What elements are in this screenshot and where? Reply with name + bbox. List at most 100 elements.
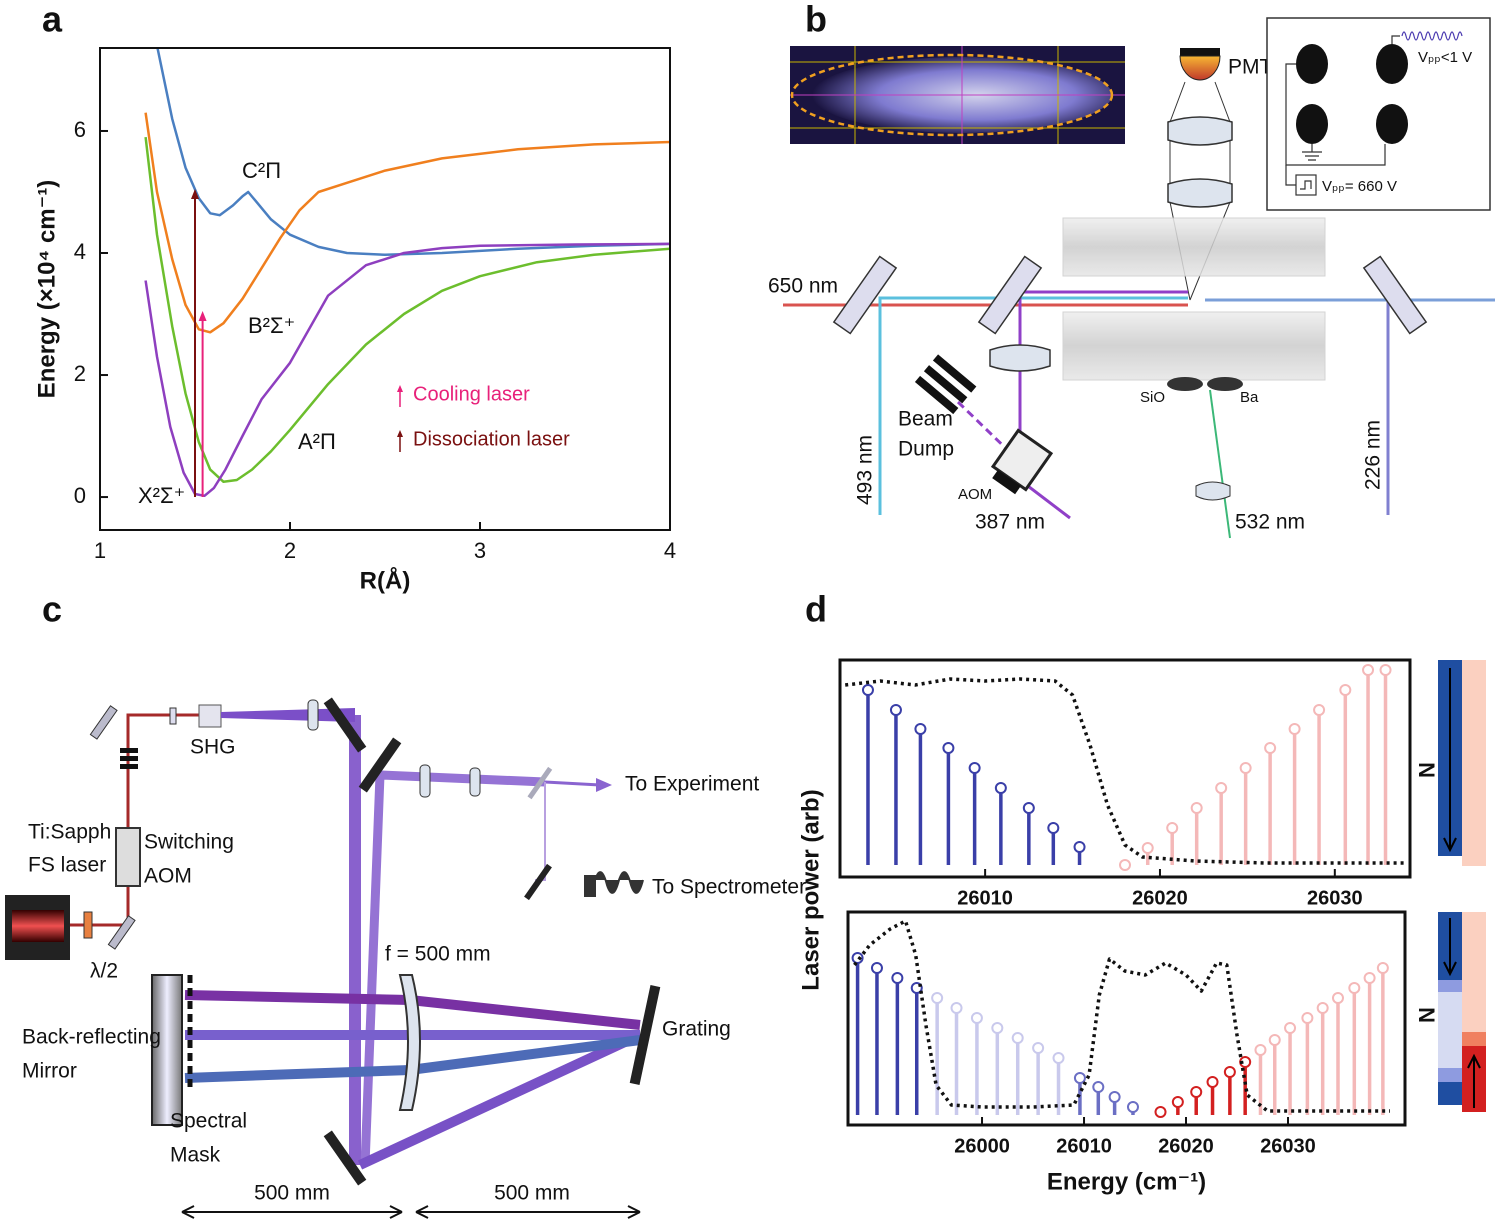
stem-head xyxy=(1284,1022,1297,1034)
panel-label: d xyxy=(805,589,827,630)
shape xyxy=(1296,104,1328,144)
curve xyxy=(144,242,670,498)
side-label: N xyxy=(1414,1007,1439,1023)
stem-head xyxy=(1126,1101,1139,1113)
curve xyxy=(156,48,670,257)
shape xyxy=(1376,44,1408,84)
beam-dump xyxy=(914,354,977,415)
curve xyxy=(144,136,670,484)
stem-head xyxy=(931,992,944,1004)
dc-voltage: Vₚₚ= 660 V xyxy=(1322,178,1397,195)
stem-head xyxy=(1119,859,1131,871)
shape xyxy=(1391,35,1400,44)
shape xyxy=(120,764,138,769)
stem-head xyxy=(1190,1086,1203,1098)
lenses xyxy=(307,699,481,798)
stem-head xyxy=(994,782,1007,794)
oven-sio xyxy=(1167,377,1203,391)
lens xyxy=(398,974,421,1111)
shape xyxy=(923,365,968,404)
shape xyxy=(1438,980,1462,992)
beam-label: 387 nm xyxy=(975,511,1045,534)
x-tick-label: 2 xyxy=(284,538,296,563)
stem-head xyxy=(1032,1042,1045,1054)
sh-beam xyxy=(221,708,355,722)
stem-head xyxy=(1288,723,1301,735)
panel-label: a xyxy=(42,0,63,40)
y-tick-label: 6 xyxy=(74,117,86,142)
shape xyxy=(1462,660,1486,866)
chart: 26000 26010 26020 26030 Energy (cm⁻¹) N xyxy=(846,910,1439,1195)
grating-label: Grating xyxy=(662,1018,731,1041)
stem-head xyxy=(1154,1106,1167,1118)
stem-head xyxy=(970,1012,983,1024)
chart: 1 2 3 4 0 2 4 6 R(Å) Energy (×10⁴ cm⁻¹) C²Π B²Σ⁺ A²Π… xyxy=(33,47,676,594)
trap-rod xyxy=(1062,311,1326,381)
arrow-head xyxy=(198,310,207,321)
stem-head xyxy=(1313,704,1326,716)
stem-head xyxy=(1011,1032,1024,1044)
curve-label: C²Π xyxy=(242,158,281,183)
stem-head xyxy=(1215,782,1228,794)
panel-label: b xyxy=(805,0,827,40)
oven-label: SiO xyxy=(1140,389,1165,406)
x-axis-label: R(Å) xyxy=(360,566,411,594)
y-axis-label: Energy (×10⁴ cm⁻¹) xyxy=(33,180,60,399)
stem-head xyxy=(1047,822,1060,834)
shape xyxy=(469,767,481,797)
distance-label: 500 mm xyxy=(254,1182,330,1205)
shape xyxy=(1296,44,1328,84)
beam-label: 226 nm xyxy=(1362,420,1385,490)
to-experiment-beam xyxy=(544,780,601,787)
aom-label: AOM xyxy=(144,865,192,888)
distance-label: 500 mm xyxy=(494,1182,570,1205)
shape xyxy=(1167,178,1233,208)
shape xyxy=(878,296,1188,515)
plot-frame xyxy=(99,47,671,531)
shape xyxy=(1462,912,1486,1032)
beam-dump-label: Beam xyxy=(898,408,953,431)
stem-head xyxy=(968,762,981,774)
x-tick-label: 26030 xyxy=(1260,1135,1316,1157)
distance-arrows xyxy=(181,1205,641,1219)
mask-label: Spectral xyxy=(170,1110,247,1133)
shape xyxy=(1300,180,1312,190)
panel-label: c xyxy=(42,589,62,630)
legend-arrow-head xyxy=(397,385,403,392)
stem-head xyxy=(1141,842,1154,854)
shape xyxy=(832,255,898,335)
y-axis-label: Laser power (arb) xyxy=(797,789,824,990)
mirrors xyxy=(323,697,553,1186)
stem-head xyxy=(889,704,902,716)
mask-label: Mask xyxy=(170,1144,221,1167)
aom xyxy=(990,428,1054,495)
output-label: To Experiment xyxy=(625,773,759,796)
stem-head xyxy=(1171,1096,1184,1108)
shape xyxy=(120,756,138,761)
legend-label: Cooling laser xyxy=(413,383,530,405)
shape xyxy=(1295,174,1317,196)
pmt-label: PMT xyxy=(1228,56,1273,79)
shape xyxy=(1462,1032,1486,1046)
oven-label: Ba xyxy=(1240,389,1259,406)
plot-area xyxy=(851,919,1390,1118)
back-mirror xyxy=(151,974,183,1126)
legend-arrow-head xyxy=(397,430,403,437)
stem-head xyxy=(1052,1052,1065,1064)
pmt-cap xyxy=(1180,48,1220,56)
shape xyxy=(323,697,367,753)
arrow-head xyxy=(596,778,612,792)
shape xyxy=(357,1030,643,1170)
x-tick-label: 26010 xyxy=(1056,1135,1112,1157)
x-tick-label: 26010 xyxy=(957,887,1013,909)
chart: 26010 26020 26030 Laser power (arb) N xyxy=(797,658,1439,991)
stem-head xyxy=(1108,1091,1121,1103)
wiring xyxy=(1285,35,1400,196)
x-axis-label: Energy (cm⁻¹) xyxy=(1047,1168,1206,1195)
aom-label: Switching xyxy=(144,831,234,854)
lens xyxy=(1195,481,1231,501)
stem-head xyxy=(1254,1044,1267,1056)
shape xyxy=(358,737,402,793)
curve-label: B²Σ⁺ xyxy=(248,313,295,338)
